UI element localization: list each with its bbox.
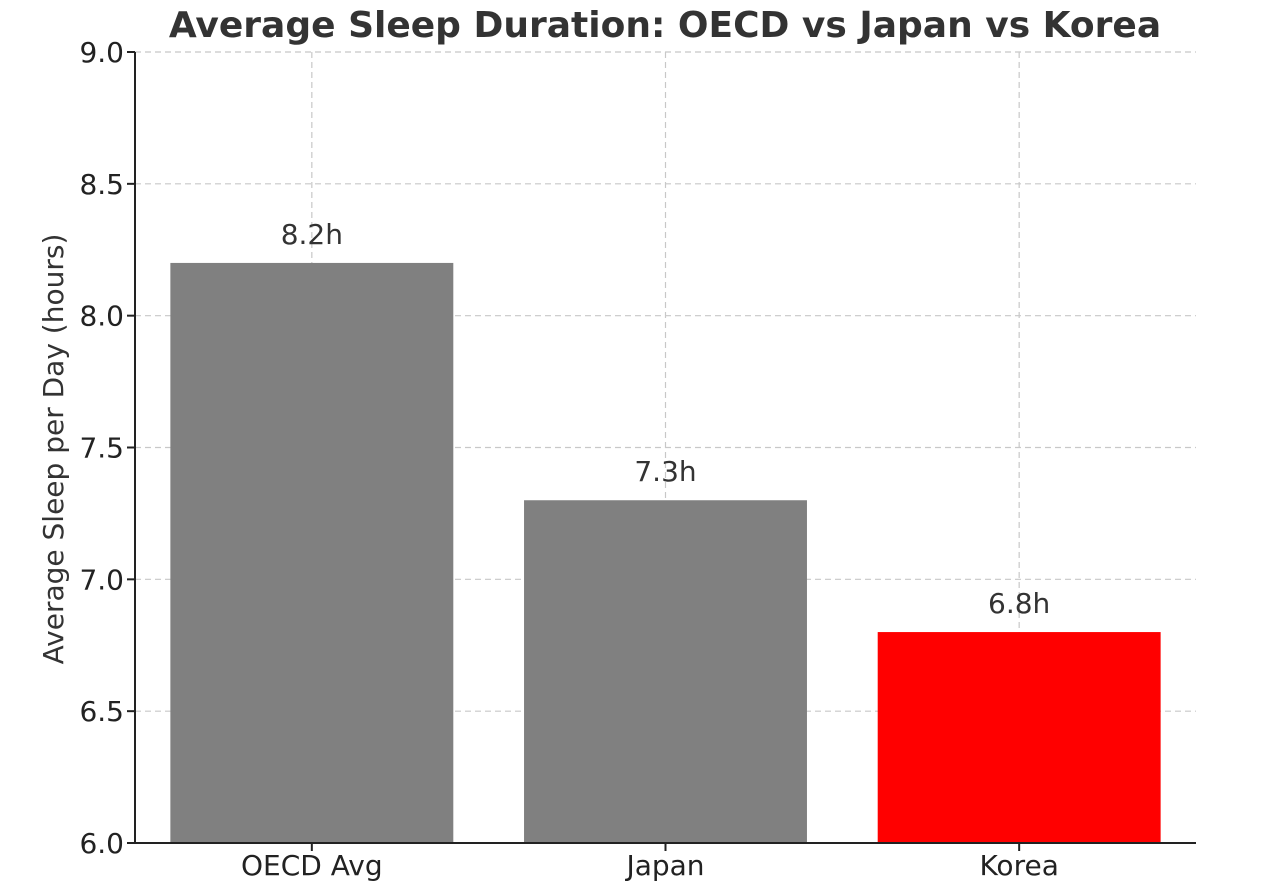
labels: 6.0 6.5 7.0 7.5 8.0 8.5 9.0 8.2h OECD Avg 7.3h Jap… [79, 36, 1058, 882]
y-tick-label: 6.5 [79, 695, 124, 728]
y-tick-label: 7.0 [79, 563, 124, 596]
y-tick-label: 9.0 [79, 36, 124, 69]
bar-value-label: 6.8h [988, 587, 1050, 620]
bar-value-label: 8.2h [281, 218, 343, 251]
chart-title: Average Sleep Duration: OECD vs Japan vs… [169, 5, 1161, 46]
y-tick-label: 8.0 [79, 300, 124, 333]
bar [524, 500, 807, 843]
y-tick-label: 6.0 [79, 827, 124, 860]
x-tick-label: Korea [979, 849, 1058, 882]
bar-value-label: 7.3h [634, 455, 696, 488]
y-tick-label: 7.5 [79, 432, 124, 465]
axes [127, 51, 1196, 851]
y-tick-label: 8.5 [79, 168, 124, 201]
y-axis-label: Average Sleep per Day (hours) [37, 234, 70, 665]
x-tick-label: Japan [624, 849, 704, 882]
x-tick-label: OECD Avg [241, 849, 383, 882]
bar [877, 632, 1161, 843]
bar [170, 262, 454, 843]
bars [170, 262, 1161, 843]
